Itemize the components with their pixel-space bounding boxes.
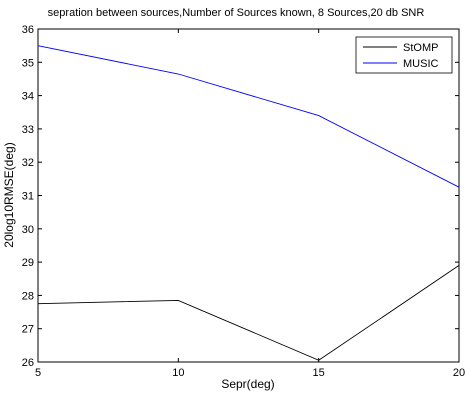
y-axis-label: 20log10RMSE(deg) <box>2 142 16 247</box>
x-tick-label: 10 <box>172 367 184 379</box>
y-tick-label: 28 <box>22 290 34 302</box>
legend: StOMP MUSIC <box>355 36 453 74</box>
y-tick-label: 31 <box>22 191 34 203</box>
series-lines <box>37 45 460 361</box>
series-line-music <box>37 45 460 188</box>
x-tick-label: 5 <box>35 367 41 379</box>
y-tick-label: 26 <box>22 357 34 369</box>
y-tick-label: 32 <box>22 157 34 169</box>
y-tick-label: 27 <box>22 324 34 336</box>
legend-label-stomp: StOMP <box>403 42 438 54</box>
y-axis: 26 27 28 29 30 31 32 33 34 35 36 <box>22 24 459 369</box>
legend-box <box>355 36 453 74</box>
x-tick-label: 20 <box>453 367 465 379</box>
y-tick-label: 34 <box>22 91 34 103</box>
x-axis-label: Sepr(deg) <box>221 377 274 391</box>
legend-label-music: MUSIC <box>403 58 439 70</box>
y-tick-label: 30 <box>22 224 34 236</box>
y-tick-label: 36 <box>22 24 34 36</box>
y-tick-label: 29 <box>22 257 34 269</box>
chart-title: sepration between sources,Number of Sour… <box>48 7 425 19</box>
x-tick-label: 15 <box>313 367 325 379</box>
y-tick-label: 33 <box>22 124 34 136</box>
plot-area <box>37 28 460 363</box>
y-tick-label: 35 <box>22 57 34 69</box>
x-axis: 5 10 15 20 <box>35 29 465 379</box>
series-line-stomp <box>37 265 460 361</box>
